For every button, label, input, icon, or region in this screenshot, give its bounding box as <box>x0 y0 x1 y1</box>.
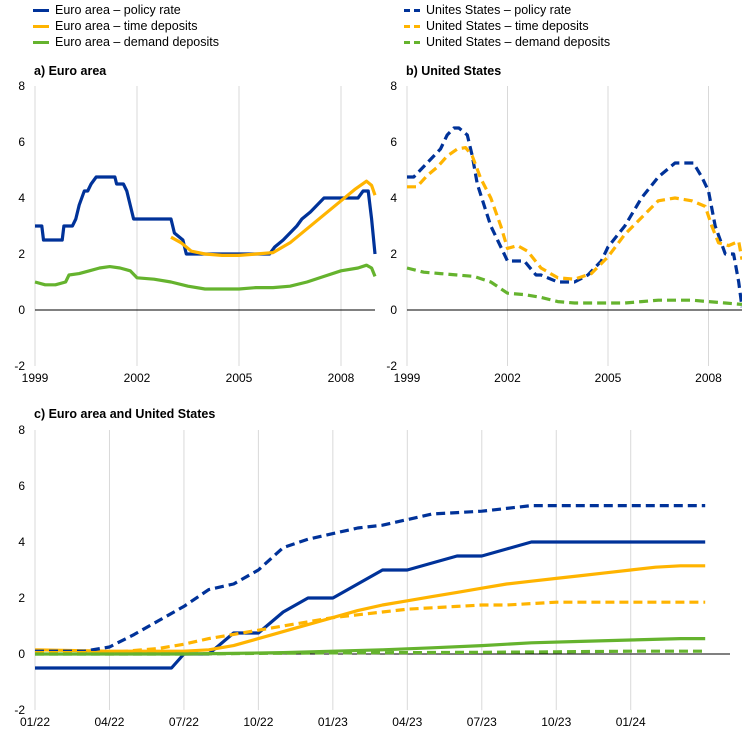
panel-2: 01/22 04/22 07/22 10/22 01/23 04/23 07/23 10/23… <box>14 423 730 729</box>
x-tick-label: 07/23 <box>467 715 497 729</box>
y-tick-label: 2 <box>390 247 397 261</box>
legend-item-us-policy-rate: Unites States – policy rate <box>404 2 571 18</box>
x-tick-label: 2008 <box>695 371 722 385</box>
x-tick-label: 2005 <box>226 371 253 385</box>
legend-label: Unites States – policy rate <box>426 3 572 17</box>
panel-0: 1999 2002 2005 2008 -2 0 2 4 6 8 <box>14 79 377 385</box>
legend-label: Euro area – demand deposits <box>55 35 219 49</box>
x-tick-label: 04/23 <box>392 715 422 729</box>
x-tick-label: 2005 <box>595 371 622 385</box>
y-tick-label: 6 <box>18 135 25 149</box>
legend-label: United States – time deposits <box>426 19 589 33</box>
legend-swatch <box>404 40 420 44</box>
y-tick-label: -2 <box>14 359 25 373</box>
legend: Euro area – policy rate Euro area – time… <box>0 0 742 56</box>
y-tick-label: 0 <box>390 303 397 317</box>
y-tick-label: 4 <box>390 191 397 205</box>
x-tick-label: 01/22 <box>20 715 50 729</box>
legend-label: Euro area – time deposits <box>55 19 198 33</box>
legend-item-ea-demand-deposits: Euro area – demand deposits <box>33 34 219 50</box>
panel-1: 1999 2002 2005 2008 -2 0 2 4 6 8 <box>386 79 742 385</box>
legend-label: Euro area – policy rate <box>55 3 181 17</box>
series-line-0 <box>35 540 706 670</box>
y-tick-label: 0 <box>18 303 25 317</box>
x-tick-label: 10/23 <box>541 715 571 729</box>
x-tick-label: 07/22 <box>169 715 199 729</box>
y-tick-label: 8 <box>390 79 397 93</box>
series-line-3 <box>35 504 706 653</box>
y-tick-label: 2 <box>18 247 25 261</box>
y-tick-label: 4 <box>18 535 25 549</box>
series-line-0 <box>35 175 377 256</box>
legend-item-ea-policy-rate: Euro area – policy rate <box>33 2 181 18</box>
panel-c-title: c) Euro area and United States <box>34 407 216 421</box>
x-tick-label: 01/23 <box>318 715 348 729</box>
y-tick-label: 6 <box>390 135 397 149</box>
series-line-1 <box>170 179 377 257</box>
series-line-0 <box>407 126 742 308</box>
x-tick-label: 04/22 <box>94 715 124 729</box>
y-tick-label: -2 <box>386 359 397 373</box>
x-tick-label: 01/24 <box>616 715 646 729</box>
legend-swatch <box>404 24 420 28</box>
y-tick-label: 6 <box>18 479 25 493</box>
series-line-2 <box>34 263 377 291</box>
x-tick-label: 1999 <box>22 371 49 385</box>
y-tick-label: -2 <box>14 703 25 717</box>
y-tick-label: 8 <box>18 423 25 437</box>
x-tick-label: 2008 <box>328 371 355 385</box>
legend-swatch <box>404 8 420 12</box>
legend-label: United States – demand deposits <box>426 35 611 49</box>
series-line-1 <box>407 146 742 281</box>
y-tick-label: 8 <box>18 79 25 93</box>
x-tick-label: 2002 <box>124 371 151 385</box>
x-tick-label: 10/22 <box>243 715 273 729</box>
legend-item-us-time-deposits: United States – time deposits <box>404 18 589 34</box>
x-tick-label: 1999 <box>394 371 421 385</box>
series-line-2 <box>406 266 742 306</box>
series-line-1 <box>34 564 706 653</box>
legend-swatch <box>33 40 49 44</box>
legend-item-us-demand-deposits: United States – demand deposits <box>404 34 610 50</box>
legend-swatch <box>33 8 49 12</box>
series-line-4 <box>35 600 706 655</box>
panel-a-title: a) Euro area <box>34 64 107 78</box>
y-tick-label: 2 <box>18 591 25 605</box>
panel-b-title: b) United States <box>406 64 502 78</box>
x-tick-label: 2002 <box>494 371 521 385</box>
legend-swatch <box>33 24 49 28</box>
legend-item-ea-time-deposits: Euro area – time deposits <box>33 18 197 34</box>
y-tick-label: 0 <box>18 647 25 661</box>
y-tick-label: 4 <box>18 191 25 205</box>
